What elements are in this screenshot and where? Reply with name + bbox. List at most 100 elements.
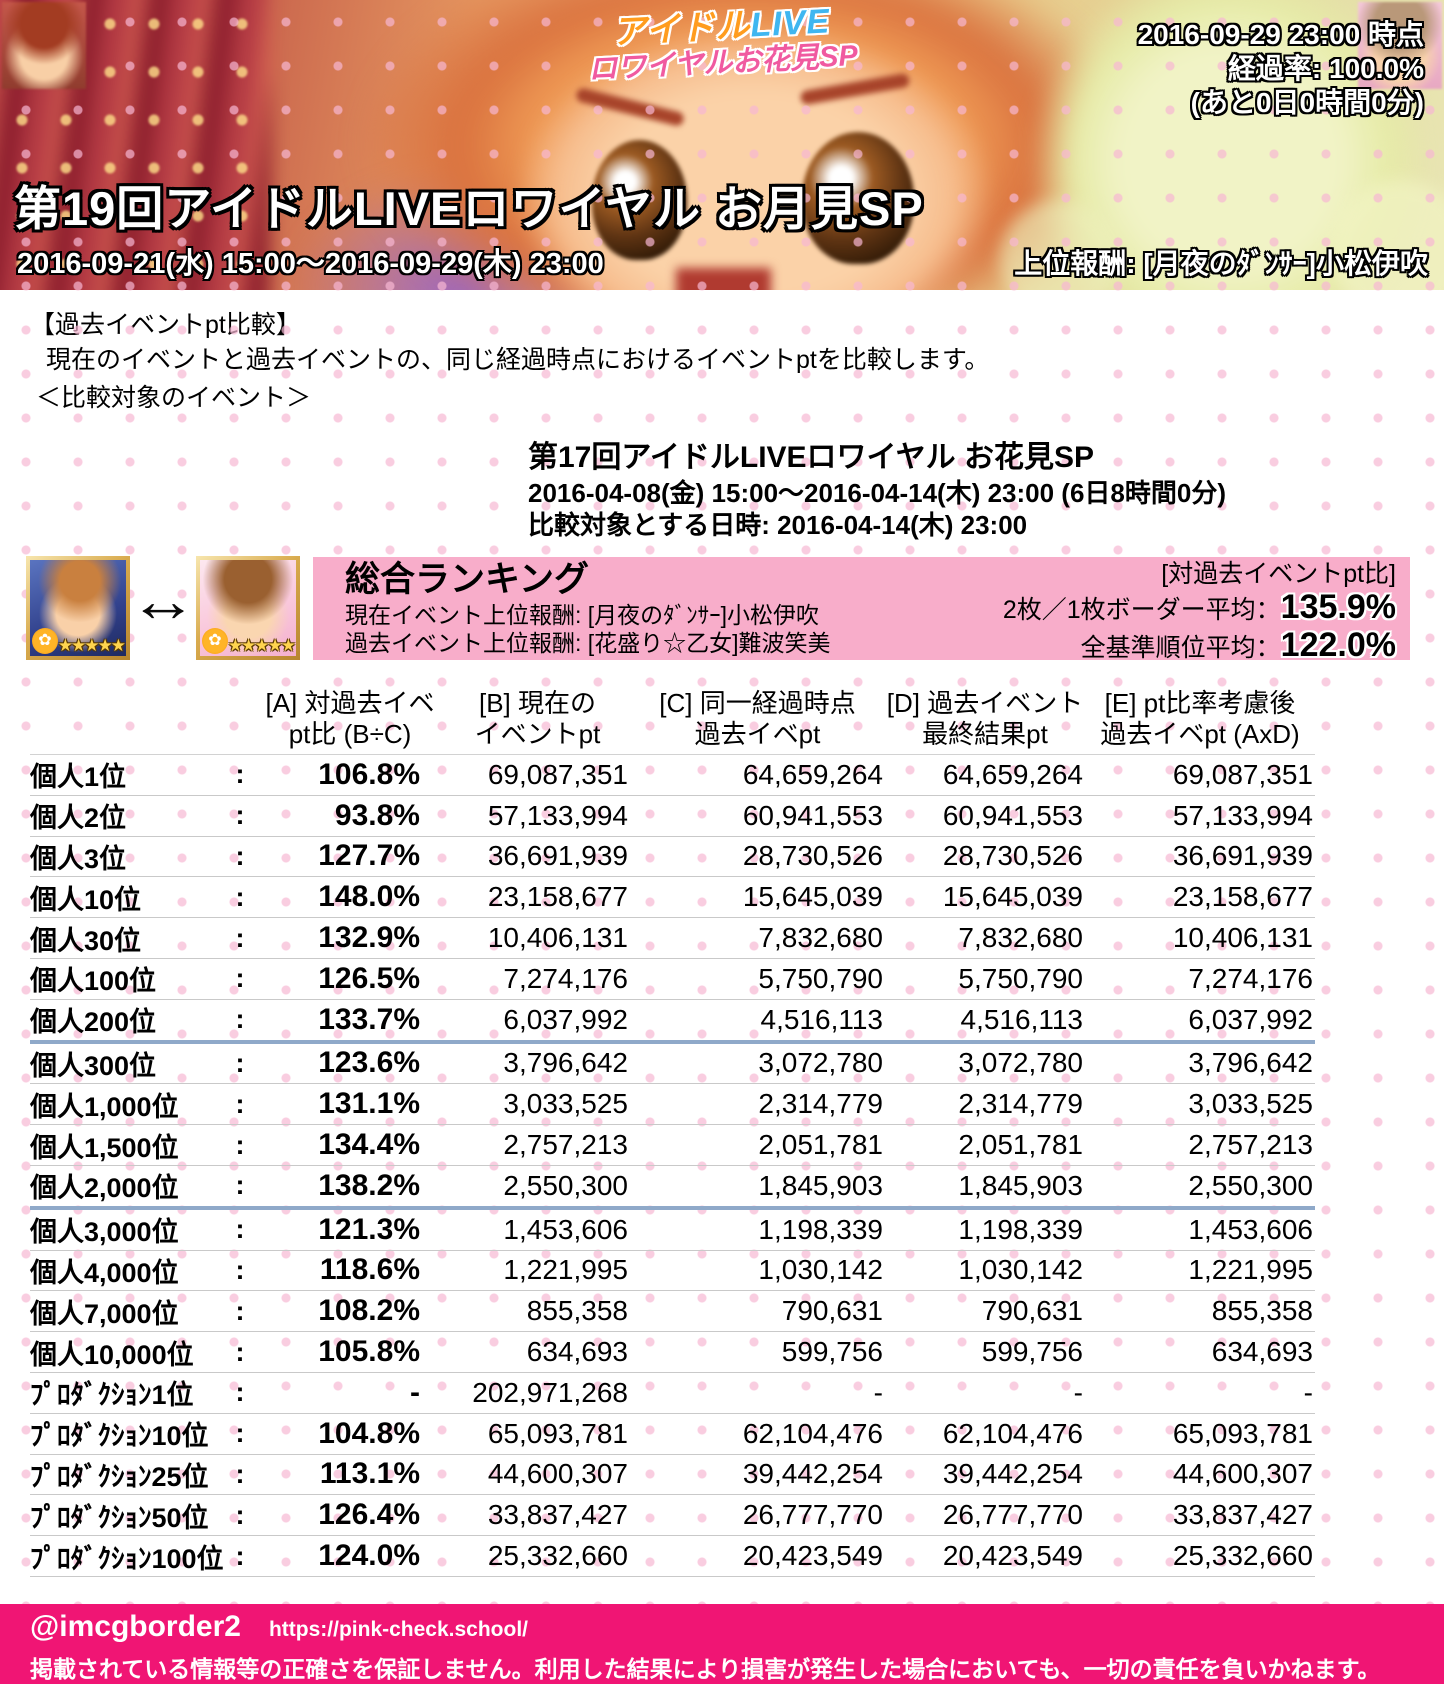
site-url-link[interactable]: https://pink-check.school/	[268, 1618, 529, 1641]
adjusted-pt-cell: 2,550,300	[1085, 1165, 1315, 1210]
current-pt-cell: 25,332,660	[445, 1535, 630, 1577]
row-colon: :	[225, 1331, 255, 1373]
same-time-pt-cell: 790,631	[630, 1290, 885, 1333]
current-pt-cell: 44,600,307	[445, 1454, 630, 1496]
table-row: 個人10位:148.0% 23,158,677 15,645,039 15,645,0…	[30, 876, 1315, 919]
row-colon: :	[225, 1290, 255, 1333]
adjusted-pt-cell: 1,221,995	[1085, 1250, 1315, 1292]
table-row: 個人30位:132.9% 10,406,131 7,832,680 7,832,680…	[30, 917, 1315, 959]
current-pt-cell: 3,033,525	[445, 1083, 630, 1126]
table-row: 個人10,000位:105.8% 634,693 599,756 599,756 634…	[30, 1331, 1315, 1373]
ratio-cell: 138.2%	[255, 1165, 445, 1210]
event-reward: 上位報酬: [月夜のﾀﾞﾝｻｰ]小松伊吹	[1014, 248, 1428, 279]
row-colon: :	[225, 917, 255, 959]
site-footer: @imcgborder2 https://pink-check.school/ 掲…	[0, 1604, 1444, 1684]
all-average-value: 122.0%	[1280, 626, 1396, 664]
final-pt-cell: 790,631	[885, 1290, 1085, 1333]
adjusted-pt-cell: 634,693	[1085, 1331, 1315, 1373]
final-pt-cell: 64,659,264	[885, 754, 1085, 796]
same-time-pt-cell: 60,941,553	[630, 795, 885, 837]
current-pt-cell: 23,158,677	[445, 876, 630, 919]
card-art-past: ✿ ★★★★★	[200, 560, 296, 656]
event-period: 2016-09-21(水) 15:00～2016-09-29(木) 23:00	[17, 248, 604, 280]
table-row: ﾌﾟﾛﾀﾞｸｼｮﾝ25位:113.1% 44,600,307 39,442,254 3…	[30, 1454, 1315, 1496]
table-row: 個人3位:127.7% 36,691,939 28,730,526 28,730,52…	[30, 836, 1315, 878]
event-title: 第19回アイドルLIVEロワイヤル お月見SP	[14, 182, 924, 235]
row-colon: :	[225, 1413, 255, 1455]
adjusted-pt-cell: 7,274,176	[1085, 958, 1315, 1000]
final-pt-cell: 2,051,781	[885, 1124, 1085, 1166]
adjusted-pt-cell: 65,093,781	[1085, 1413, 1315, 1455]
current-pt-cell: 7,274,176	[445, 958, 630, 1000]
row-label: 個人3,000位	[30, 1207, 225, 1251]
adjusted-pt-cell: 2,757,213	[1085, 1124, 1315, 1166]
ratio-cell: 121.3%	[255, 1207, 445, 1251]
row-colon: :	[225, 876, 255, 919]
disclaimer-text: 掲載されている情報等の正確さを保証しません。利用した結果により損害が発生した場合…	[30, 1656, 1381, 1682]
swap-arrow-icon: ↔	[128, 567, 198, 634]
same-time-pt-cell: 1,845,903	[630, 1165, 885, 1210]
same-time-pt-cell: 39,442,254	[630, 1454, 885, 1496]
table-row: 個人300位:123.6% 3,796,642 3,072,780 3,072,780…	[30, 1041, 1315, 1085]
table-row: 個人2,000位:138.2% 2,550,300 1,845,903 1,845,9…	[30, 1165, 1315, 1210]
ratio-cell: 106.8%	[255, 754, 445, 796]
current-pt-cell: 36,691,939	[445, 836, 630, 878]
ratio-cell: 126.5%	[255, 958, 445, 1000]
all-average-label: 全基準順位平均：	[1080, 634, 1281, 662]
table-row: ﾌﾟﾛﾀﾞｸｼｮﾝ100位:124.0% 25,332,660 20,423,549…	[30, 1535, 1315, 1577]
ratio-section-label: [対過去イベントpt比]	[1161, 560, 1396, 588]
row-label: ﾌﾟﾛﾀﾞｸｼｮﾝ50位	[30, 1494, 225, 1537]
row-label: 個人10,000位	[30, 1331, 225, 1373]
row-label: 個人100位	[30, 958, 225, 1000]
final-pt-cell: 1,845,903	[885, 1165, 1085, 1210]
past-banner-character-left	[2, 2, 86, 89]
ratio-cell: 105.8%	[255, 1331, 445, 1373]
time-remaining: (あと0日0時間0分)	[1190, 87, 1424, 118]
final-pt-cell: 1,030,142	[885, 1250, 1085, 1292]
row-colon: :	[225, 1494, 255, 1537]
comparison-table: [A] 対過去イベ pt比 (B÷C) [B] 現在の イベントpt [C] 同…	[30, 688, 1315, 1577]
header-col-c: [C] 同一経過時点 過去イベpt	[630, 688, 885, 755]
adjusted-pt-cell: 6,037,992	[1085, 999, 1315, 1044]
table-row: 個人1,500位:134.4% 2,757,213 2,051,781 2,051,7…	[30, 1124, 1315, 1166]
adjusted-pt-cell: 3,796,642	[1085, 1041, 1315, 1085]
current-pt-cell: 1,453,606	[445, 1207, 630, 1251]
table-row: 個人3,000位:121.3% 1,453,606 1,198,339 1,198,3…	[30, 1207, 1315, 1251]
current-pt-cell: 69,087,351	[445, 754, 630, 796]
header-col-b: [B] 現在の イベントpt	[445, 688, 630, 755]
final-pt-cell: 599,756	[885, 1331, 1085, 1373]
header-spacer	[30, 688, 225, 755]
same-time-pt-cell: 2,051,781	[630, 1124, 885, 1166]
ratio-cell: 133.7%	[255, 999, 445, 1044]
adjusted-pt-cell: 44,600,307	[1085, 1454, 1315, 1496]
same-time-pt-cell: -	[630, 1372, 885, 1414]
current-pt-cell: 33,837,427	[445, 1494, 630, 1537]
final-pt-cell: 28,730,526	[885, 836, 1085, 878]
current-pt-cell: 634,693	[445, 1331, 630, 1373]
same-time-pt-cell: 1,030,142	[630, 1250, 885, 1292]
row-colon: :	[225, 1124, 255, 1166]
adjusted-pt-cell: 3,033,525	[1085, 1083, 1315, 1126]
same-time-pt-cell: 5,750,790	[630, 958, 885, 1000]
final-pt-cell: 3,072,780	[885, 1041, 1085, 1085]
header-col-d: [D] 過去イベント 最終結果pt	[885, 688, 1085, 755]
row-colon: :	[225, 795, 255, 837]
card-thumbnail-past: ✿ ★★★★★	[196, 556, 300, 660]
row-colon: :	[225, 1165, 255, 1210]
row-colon: :	[225, 754, 255, 796]
ratio-cell: 123.6%	[255, 1041, 445, 1085]
current-pt-cell: 10,406,131	[445, 917, 630, 959]
past-event-period: 2016-04-08(金) 15:00～2016-04-14(木) 23:00 …	[528, 478, 1226, 508]
ratio-cell: 113.1%	[255, 1454, 445, 1496]
final-pt-cell: 1,198,339	[885, 1207, 1085, 1251]
current-pt-cell: 2,550,300	[445, 1165, 630, 1210]
adjusted-pt-cell: 1,453,606	[1085, 1207, 1315, 1251]
row-label: ﾌﾟﾛﾀﾞｸｼｮﾝ1位	[30, 1372, 225, 1414]
row-label: ﾌﾟﾛﾀﾞｸｼｮﾝ25位	[30, 1454, 225, 1496]
past-reward-line: 過去イベント上位報酬: [花盛り☆乙女]難波笑美	[345, 630, 831, 656]
border-average-label: 2枚／1枚ボーダー平均：	[1002, 596, 1281, 624]
border-average-value: 135.9%	[1280, 588, 1396, 626]
progress-rate: 経過率: 100.0%	[1227, 53, 1424, 84]
twitter-handle-link[interactable]: @imcgborder2	[30, 1610, 241, 1643]
row-colon: :	[225, 1535, 255, 1577]
